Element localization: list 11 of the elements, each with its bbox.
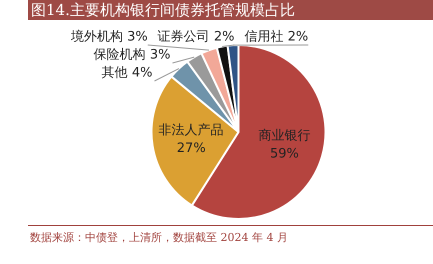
source-note: 数据来源：中债登，上清所，数据截至 2024 年 4 月 xyxy=(30,230,289,245)
slice-label: 证券公司 2% xyxy=(158,29,235,44)
data-label: 27% xyxy=(176,140,206,156)
data-label: 59% xyxy=(270,146,299,162)
chart-title: 图14.主要机构银行间债券托管规模占比 xyxy=(28,0,433,20)
slice-label: 保险机构 3% xyxy=(94,47,170,62)
slice-label: 信用社 2% xyxy=(244,29,308,44)
slice-label: 境外机构 3% xyxy=(70,28,148,44)
slice-label: 商业银行 xyxy=(258,128,310,144)
slice-label: 其他 4% xyxy=(102,65,152,80)
slice-label: 非法人产品 xyxy=(158,122,224,138)
